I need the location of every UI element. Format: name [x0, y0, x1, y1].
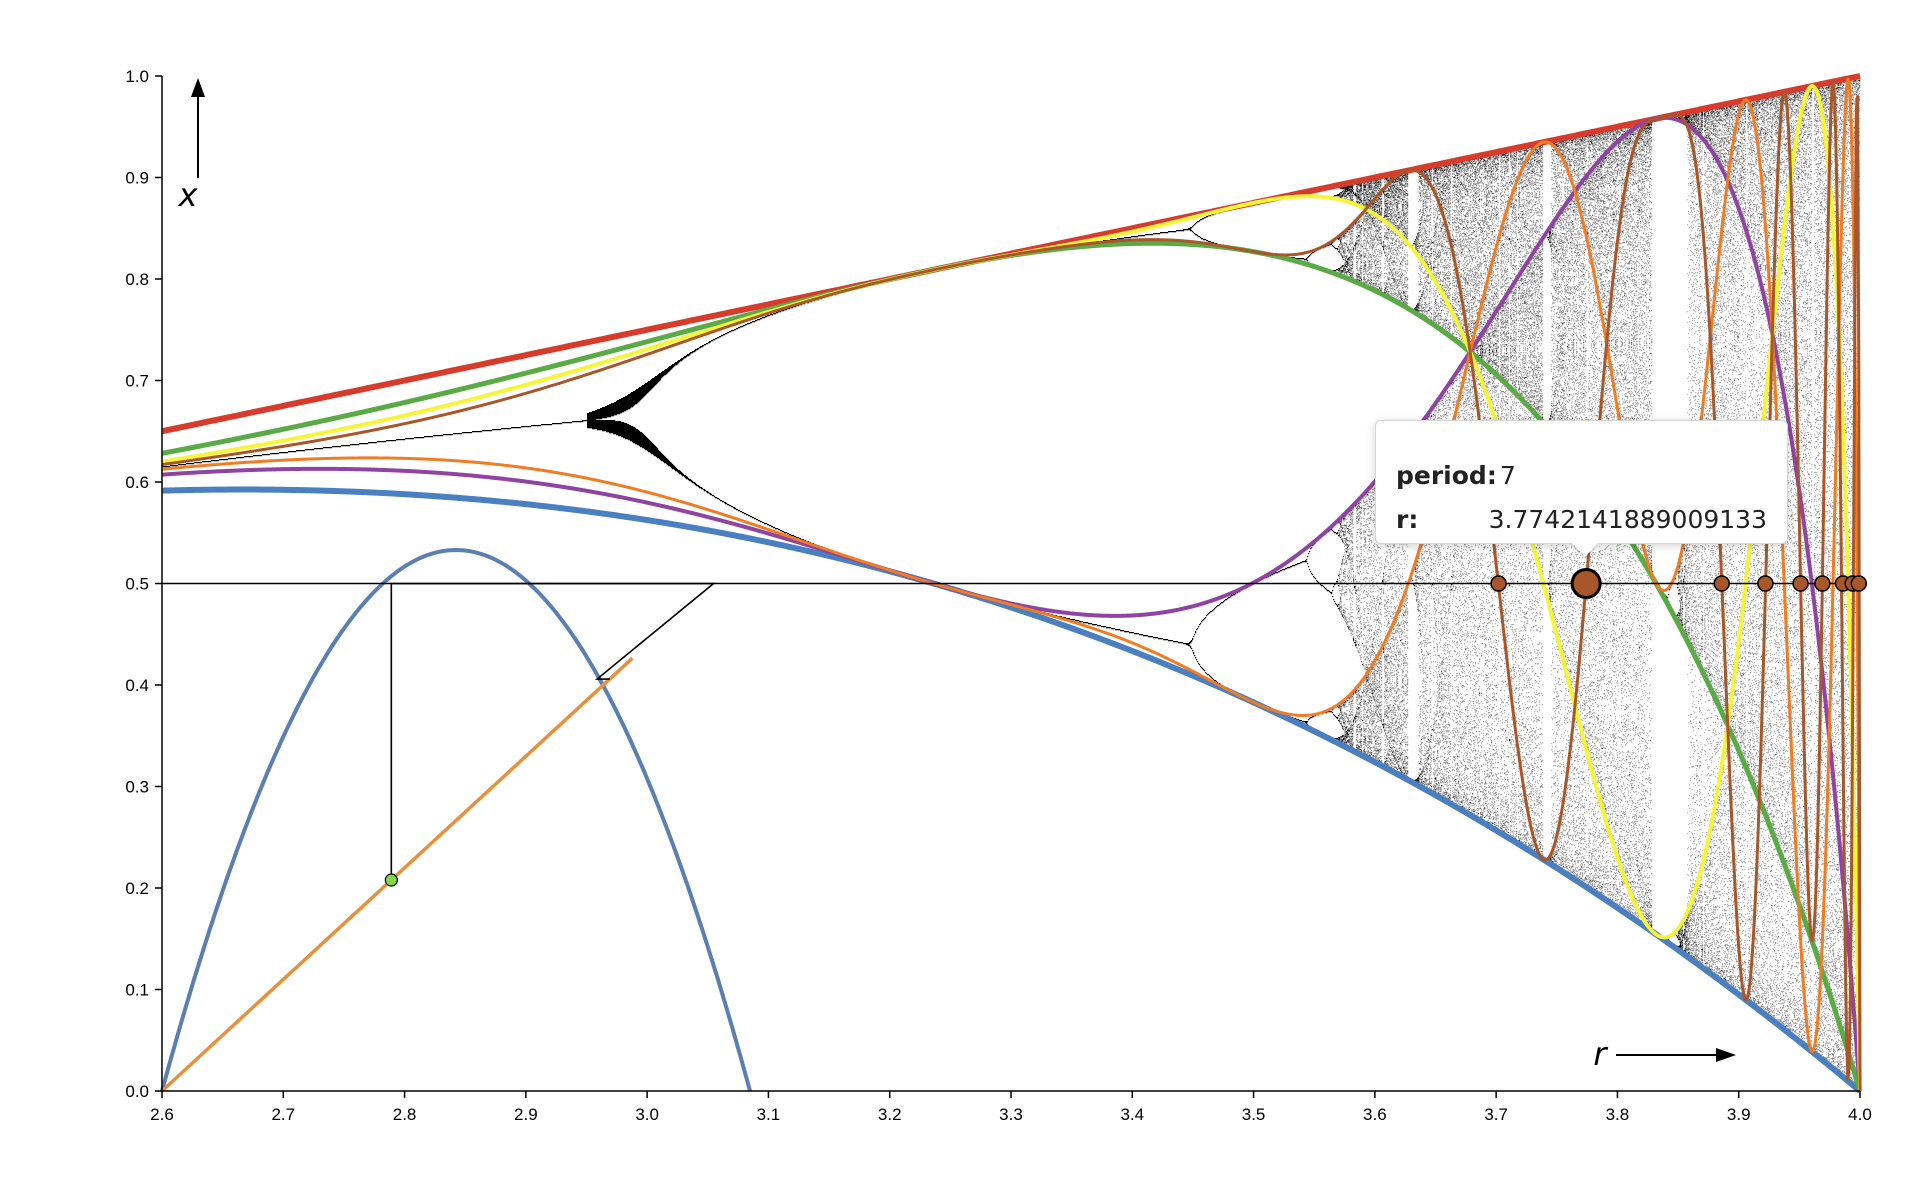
- superstable-point[interactable]: [1814, 575, 1831, 592]
- x-tick-label: 3.1: [757, 1105, 781, 1124]
- x-tick-label: 3.0: [635, 1105, 659, 1124]
- superstable-point[interactable]: [1792, 575, 1809, 592]
- y-tick-label: 0.0: [125, 1082, 149, 1101]
- cobweb-start-point: [384, 873, 398, 887]
- y-tick-label: 0.2: [125, 879, 149, 898]
- x-tick-label: 4.0: [1848, 1105, 1872, 1124]
- selected-superstable-point[interactable]: [1570, 568, 1602, 599]
- cobweb-diagonal: [160, 656, 634, 1093]
- superstable-point[interactable]: [1490, 575, 1507, 592]
- tooltip-r-value: 3.7742141889009133: [1488, 504, 1767, 534]
- x-tick-label: 3.3: [999, 1105, 1023, 1124]
- y-axis-arrowhead: [191, 78, 205, 97]
- cobweb-map-curve: [160, 547, 752, 1092]
- x-axis-arrowhead: [1716, 1048, 1736, 1062]
- y-tick-label: 0.5: [125, 575, 149, 594]
- x-tick-label: 2.8: [393, 1105, 417, 1124]
- x-tick-label: 3.9: [1727, 1105, 1751, 1124]
- superstable-points[interactable]: [1490, 568, 1868, 599]
- y-tick-label: 0.3: [125, 778, 149, 797]
- tooltip-pointer: [1572, 543, 1598, 557]
- y-tick-label: 0.4: [125, 676, 149, 695]
- x-tick-label: 3.4: [1120, 1105, 1144, 1124]
- x-tick-label: 2.7: [271, 1105, 295, 1124]
- x-tick-label: 2.6: [150, 1105, 174, 1124]
- tooltip-period-value: 7: [1500, 460, 1516, 490]
- superstable-point[interactable]: [1850, 575, 1868, 592]
- superstable-point[interactable]: [1713, 575, 1730, 592]
- tooltip-period-label: period:: [1396, 460, 1497, 490]
- cobweb-path: [390, 582, 716, 881]
- tooltip-r-label: r:: [1396, 504, 1419, 534]
- y-tick-label: 0.8: [125, 270, 149, 289]
- tooltip-period-row: period: 7: [1396, 453, 1767, 497]
- x-axis-label: r: [1593, 1035, 1608, 1073]
- iterate-curve-7: [161, 80, 1862, 1092]
- x-tick-label: 3.2: [878, 1105, 902, 1124]
- y-tick-label: 0.9: [125, 169, 149, 188]
- x-tick-label: 3.6: [1363, 1105, 1387, 1124]
- y-tick-label: 0.6: [125, 473, 149, 492]
- tooltip-r-row: r: 3.7742141889009133: [1396, 497, 1767, 541]
- x-tick-label: 2.9: [514, 1105, 538, 1124]
- iterate-curve-6: [161, 77, 1862, 1092]
- y-tick-label: 0.7: [125, 372, 149, 391]
- superstable-point[interactable]: [1757, 575, 1774, 592]
- iterate-curves: [160, 73, 1863, 1094]
- y-tick-label: 0.1: [125, 981, 149, 1000]
- y-tick-label: 1.0: [125, 67, 149, 86]
- x-tick-label: 3.7: [1484, 1105, 1508, 1124]
- x-tick-label: 3.8: [1606, 1105, 1630, 1124]
- x-tick-label: 3.5: [1242, 1105, 1266, 1124]
- cobweb-inset: [160, 547, 752, 1093]
- iterate-curve-2: [160, 486, 1862, 1094]
- tooltip: period: 7 r: 3.7742141889009133: [1375, 420, 1788, 544]
- y-axis-label: x: [178, 176, 199, 214]
